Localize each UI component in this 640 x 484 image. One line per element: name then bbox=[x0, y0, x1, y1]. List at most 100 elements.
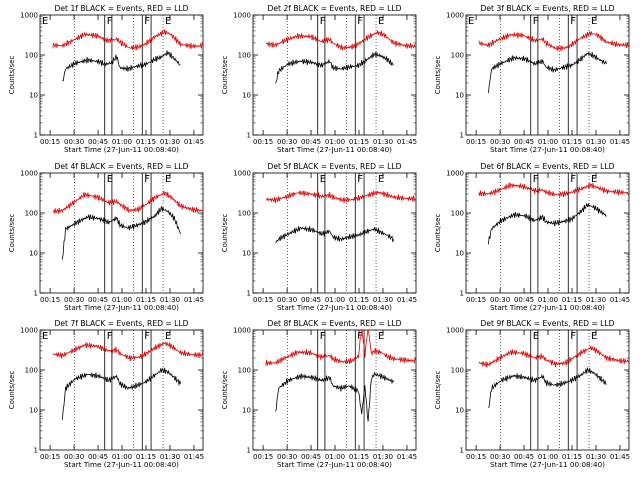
marker-label-e: E bbox=[378, 174, 384, 185]
x-tick-label: 01:00 bbox=[538, 453, 558, 461]
series-line-events bbox=[488, 366, 607, 408]
marker-label-e: E bbox=[165, 16, 171, 27]
x-tick-label: 01:15 bbox=[562, 138, 582, 146]
x-tick-label: 00:30 bbox=[64, 296, 84, 304]
series-line-lld bbox=[478, 344, 629, 368]
x-tick-label: 00:30 bbox=[277, 296, 297, 304]
marker-label-e: E bbox=[165, 331, 171, 342]
x-axis-label: Start Time (27-Jun-11 00:08:40) bbox=[64, 145, 179, 154]
x-tick-label: 01:30 bbox=[586, 138, 606, 146]
panel-title: Det 2f BLACK = Events, RED = LLD bbox=[268, 4, 402, 13]
y-tick-label: 1000 bbox=[233, 170, 251, 178]
y-tick-label: 1 bbox=[34, 447, 38, 455]
y-axis-label: Counts/sec bbox=[434, 371, 442, 410]
series-line-lld bbox=[52, 190, 203, 214]
panel-title: Det 6f BLACK = Events, RED = LLD bbox=[481, 162, 615, 171]
x-tick-label: 01:15 bbox=[136, 138, 156, 146]
y-tick-label: 1 bbox=[460, 132, 464, 140]
x-tick-label: 01:00 bbox=[538, 296, 558, 304]
marker-label-e: E bbox=[591, 331, 597, 342]
y-tick-label: 1 bbox=[247, 447, 251, 455]
x-tick-label: 00:15 bbox=[40, 296, 60, 304]
plot-frame bbox=[465, 329, 630, 451]
x-tick-label: 01:15 bbox=[136, 296, 156, 304]
plot-frame bbox=[252, 172, 417, 294]
x-tick-label: 01:30 bbox=[586, 296, 606, 304]
x-tick-label: 00:15 bbox=[466, 138, 486, 146]
x-tick-label: 01:45 bbox=[397, 453, 417, 461]
series-line-events bbox=[62, 367, 181, 420]
series-line-events bbox=[275, 371, 394, 422]
marker-label-e: E bbox=[378, 16, 384, 27]
series-line-lld bbox=[265, 330, 416, 366]
y-tick-label: 10 bbox=[242, 92, 251, 100]
x-tick-label: 01:30 bbox=[373, 296, 393, 304]
panel-title: Det 1f BLACK = Events, RED = LLD bbox=[55, 4, 189, 13]
x-tick-label: 00:45 bbox=[514, 138, 534, 146]
x-tick-label: 00:45 bbox=[301, 296, 321, 304]
x-tick-label: 01:45 bbox=[397, 138, 417, 146]
y-tick-label: 1 bbox=[247, 132, 251, 140]
x-tick-label: 00:30 bbox=[490, 296, 510, 304]
x-tick-label: 01:00 bbox=[112, 138, 132, 146]
x-tick-label: 01:00 bbox=[112, 296, 132, 304]
marker-label-f: F bbox=[144, 174, 150, 185]
marker-label-e: E bbox=[591, 16, 597, 27]
panel-4: Det 4f BLACK = Events, RED = LLD E F E 1 10 10… bbox=[8, 162, 204, 312]
y-tick-label: 100 bbox=[238, 52, 251, 60]
x-tick-label: 01:30 bbox=[160, 453, 180, 461]
marker-label-f: F bbox=[570, 331, 576, 342]
panel-title: Det 3f BLACK = Events, RED = LLD bbox=[481, 4, 615, 13]
y-tick-label: 1000 bbox=[446, 12, 464, 20]
x-axis-label: Start Time (27-Jun-11 00:08:40) bbox=[277, 460, 392, 469]
x-tick-label: 00:15 bbox=[253, 138, 273, 146]
panel-3: Det 3f BLACK = Events, RED = LLD E F F E 1 10 1… bbox=[434, 4, 630, 154]
x-tick-label: 01:15 bbox=[349, 453, 369, 461]
y-tick-label: 10 bbox=[29, 92, 38, 100]
marker-label-e: E bbox=[591, 174, 597, 185]
series-line-events bbox=[62, 206, 181, 260]
y-axis-label: Counts/sec bbox=[8, 214, 16, 253]
x-tick-label: 01:30 bbox=[160, 296, 180, 304]
x-tick-label: 00:30 bbox=[64, 138, 84, 146]
y-tick-label: 100 bbox=[238, 210, 251, 218]
x-tick-label: 01:15 bbox=[349, 296, 369, 304]
x-tick-label: 01:15 bbox=[562, 296, 582, 304]
panel-1: Det 1f BLACK = Events, RED = LLD E F F E 1 10 1… bbox=[8, 4, 204, 154]
marker-label-e: E bbox=[107, 174, 113, 185]
x-tick-label: 00:45 bbox=[301, 453, 321, 461]
y-axis-label: Counts/sec bbox=[221, 214, 229, 253]
x-axis-label: Start Time (27-Jun-11 00:08:40) bbox=[490, 145, 605, 154]
y-tick-label: 100 bbox=[25, 367, 38, 375]
panel-5: Det 5f BLACK = Events, RED = LLD E F E 1 10 10… bbox=[221, 162, 417, 312]
marker-label-f: F bbox=[144, 16, 150, 27]
y-tick-label: 1 bbox=[460, 447, 464, 455]
x-tick-label: 01:00 bbox=[325, 138, 345, 146]
marker-label-f: F bbox=[320, 331, 326, 342]
y-tick-label: 100 bbox=[451, 367, 464, 375]
y-tick-label: 1000 bbox=[233, 327, 251, 335]
marker-label-e: E bbox=[42, 331, 48, 342]
x-axis-label: Start Time (27-Jun-11 00:08:40) bbox=[277, 145, 392, 154]
y-axis-label: Counts/sec bbox=[8, 371, 16, 410]
y-tick-label: 1000 bbox=[446, 327, 464, 335]
x-tick-label: 01:30 bbox=[373, 453, 393, 461]
marker-label-f: F bbox=[533, 174, 539, 185]
series-line-events bbox=[488, 51, 607, 94]
x-axis-label: Start Time (27-Jun-11 00:08:40) bbox=[490, 460, 605, 469]
panel-title: Det 7f BLACK = Events, RED = LLD bbox=[55, 319, 189, 328]
x-tick-label: 01:30 bbox=[586, 453, 606, 461]
series-line-lld bbox=[52, 341, 203, 362]
x-tick-label: 01:45 bbox=[184, 138, 204, 146]
series-line-events bbox=[62, 50, 181, 82]
y-axis-label: Counts/sec bbox=[221, 371, 229, 410]
x-tick-label: 01:30 bbox=[373, 138, 393, 146]
y-tick-label: 1 bbox=[34, 290, 38, 298]
panel-title: Det 5f BLACK = Events, RED = LLD bbox=[268, 162, 402, 171]
x-tick-label: 01:00 bbox=[325, 453, 345, 461]
x-tick-label: 01:15 bbox=[349, 138, 369, 146]
x-tick-label: 00:45 bbox=[88, 138, 108, 146]
y-tick-label: 1 bbox=[460, 290, 464, 298]
